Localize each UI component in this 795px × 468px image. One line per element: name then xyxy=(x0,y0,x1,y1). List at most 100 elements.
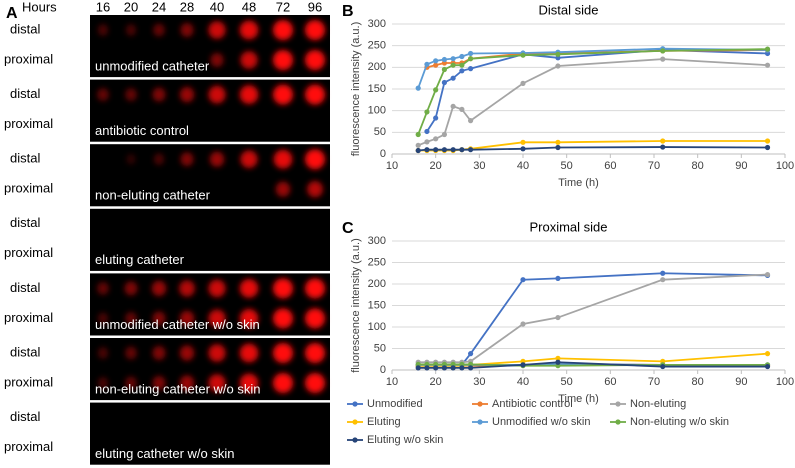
y-tick-label: 100 xyxy=(368,321,386,333)
data-point xyxy=(764,144,771,151)
row-label: proximal xyxy=(4,374,53,389)
y-tick-label: 0 xyxy=(380,364,386,376)
data-point xyxy=(450,75,456,81)
data-point xyxy=(764,351,771,357)
x-tick-label: 50 xyxy=(561,376,573,388)
data-point xyxy=(520,146,526,152)
data-point xyxy=(764,46,771,52)
fluorescence xyxy=(125,88,137,101)
data-point xyxy=(433,58,439,64)
fluorescence xyxy=(239,20,259,40)
data-point xyxy=(424,128,430,135)
x-tick-label: 20 xyxy=(430,160,442,172)
fluorescence xyxy=(305,20,325,40)
fluorescence xyxy=(239,309,259,328)
fluorescence xyxy=(273,278,293,299)
data-point xyxy=(441,131,447,138)
row-label: proximal xyxy=(4,310,53,325)
data-point xyxy=(468,365,474,371)
x-tick-label: 90 xyxy=(735,376,747,388)
fluorescence xyxy=(305,278,325,299)
hour-label: 20 xyxy=(124,0,138,14)
y-tick-label: 50 xyxy=(374,126,386,138)
fluorescence xyxy=(152,346,166,360)
data-point xyxy=(520,277,526,283)
legend-label: Eluting w/o skin xyxy=(367,434,443,446)
fluorescence xyxy=(275,181,291,197)
data-point xyxy=(660,56,666,62)
row-label: proximal xyxy=(4,245,53,260)
chart-title: Proximal side xyxy=(529,219,607,234)
data-point xyxy=(660,48,666,54)
data-point xyxy=(450,56,456,62)
fluorescence xyxy=(179,375,195,391)
row-label: proximal xyxy=(4,181,53,196)
data-point xyxy=(441,365,447,371)
row-label: distal xyxy=(10,151,40,166)
hour-label: 24 xyxy=(152,0,166,14)
data-point xyxy=(555,51,561,57)
data-point xyxy=(415,85,421,91)
legend-label: Unmodified xyxy=(367,398,423,410)
row-label: distal xyxy=(10,409,40,424)
data-point xyxy=(415,365,421,371)
legend-marker xyxy=(352,437,358,443)
data-point xyxy=(433,136,439,142)
data-point xyxy=(459,53,465,60)
data-point xyxy=(450,365,456,371)
row-label: distal xyxy=(10,344,40,359)
data-point xyxy=(415,147,421,154)
data-point xyxy=(555,359,561,365)
x-tick-label: 70 xyxy=(648,376,660,388)
fluorescence xyxy=(305,149,325,170)
data-point xyxy=(459,147,465,153)
legend-label: Non-eluting xyxy=(630,398,686,410)
x-axis-label: Time (h) xyxy=(558,393,599,405)
data-point xyxy=(450,62,456,68)
legend-label: Unmodified w/o skin xyxy=(492,416,590,428)
row-label: distal xyxy=(10,21,40,36)
fluorescence xyxy=(209,151,225,167)
fluorescence xyxy=(208,309,226,328)
data-point xyxy=(450,147,456,153)
series-line xyxy=(418,273,768,364)
row-caption: antibiotic control xyxy=(95,123,189,138)
data-point xyxy=(441,66,447,73)
y-axis-label: fluorescence intensity (a.u.) xyxy=(350,22,362,157)
x-tick-label: 50 xyxy=(561,160,573,172)
data-point xyxy=(415,142,421,148)
fluorescence xyxy=(208,374,226,392)
data-point xyxy=(555,355,561,361)
fluorescence xyxy=(180,23,194,37)
fluorescence xyxy=(208,85,226,104)
row-caption: eluting catheter xyxy=(95,252,185,267)
fluorescence xyxy=(124,281,138,296)
data-point xyxy=(555,63,561,69)
row-caption: unmodified catheter xyxy=(95,58,210,73)
data-point xyxy=(555,314,561,321)
hour-label: 28 xyxy=(180,0,194,14)
data-point xyxy=(424,139,430,145)
x-tick-label: 10 xyxy=(386,160,398,172)
data-point xyxy=(520,80,526,86)
data-point xyxy=(441,56,447,63)
legend-marker xyxy=(352,419,358,425)
data-point xyxy=(764,138,771,144)
row-caption: eluting catheter w/o skin xyxy=(95,446,234,461)
y-tick-label: 200 xyxy=(368,278,386,290)
fluorescence xyxy=(273,149,293,169)
fluorescence xyxy=(273,343,293,363)
fluorescence xyxy=(273,308,293,329)
data-point xyxy=(450,103,456,109)
legend-marker xyxy=(477,401,483,407)
fluorescence xyxy=(240,150,258,168)
legend-marker xyxy=(615,401,621,407)
fluorescence xyxy=(273,20,293,40)
hour-label: 96 xyxy=(308,0,322,14)
y-tick-label: 300 xyxy=(368,235,386,247)
row-caption: non-eluting catheter w/o skin xyxy=(95,381,260,396)
fluorescence xyxy=(97,88,109,101)
panel-label: C xyxy=(342,220,354,237)
